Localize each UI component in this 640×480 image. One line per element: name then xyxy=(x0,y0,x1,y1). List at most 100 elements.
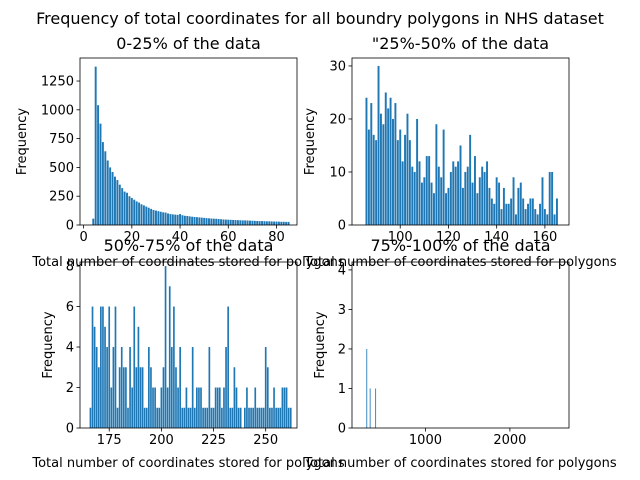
bar xyxy=(164,266,167,428)
bar xyxy=(206,407,209,428)
bar xyxy=(420,182,423,225)
bar xyxy=(222,219,225,225)
subplot-title: 0-25% of the data xyxy=(116,34,261,53)
bar xyxy=(246,220,249,225)
bar xyxy=(210,218,213,225)
bar xyxy=(483,171,486,225)
y-tick-label: 10 xyxy=(329,165,346,180)
bar xyxy=(214,387,217,428)
bar xyxy=(229,219,232,225)
bar xyxy=(154,210,157,225)
bar xyxy=(116,407,119,428)
bar xyxy=(370,103,373,225)
bar xyxy=(150,208,153,225)
y-tick-label: 0 xyxy=(66,422,74,437)
bar xyxy=(279,407,282,428)
bar xyxy=(507,203,510,225)
bar xyxy=(216,387,219,428)
bar xyxy=(97,105,100,225)
bar xyxy=(237,407,240,428)
bar xyxy=(106,160,109,225)
bar xyxy=(114,176,116,225)
bar xyxy=(534,209,537,225)
bar xyxy=(433,193,435,225)
bar xyxy=(253,220,256,225)
bar xyxy=(169,214,172,225)
bar xyxy=(514,214,517,225)
bar xyxy=(235,387,238,428)
bar xyxy=(147,207,150,225)
bar xyxy=(498,182,501,225)
bar xyxy=(490,198,493,225)
bar xyxy=(131,387,133,428)
bar xyxy=(287,221,290,225)
bar xyxy=(231,407,234,428)
bar xyxy=(196,387,198,428)
bar xyxy=(215,218,218,225)
bar xyxy=(452,161,455,225)
bar xyxy=(91,306,94,428)
bar xyxy=(129,347,131,428)
bar xyxy=(258,221,261,225)
bar xyxy=(270,221,273,225)
bar xyxy=(183,407,186,428)
bar xyxy=(244,220,247,225)
bar xyxy=(148,347,150,428)
bar xyxy=(375,140,378,225)
bar xyxy=(152,387,154,428)
bar xyxy=(418,161,421,225)
bar xyxy=(449,171,452,225)
axes-frame xyxy=(351,261,570,429)
bar xyxy=(275,407,277,428)
bar xyxy=(118,184,121,225)
bar xyxy=(200,217,203,225)
x-tick-label: 60 xyxy=(220,230,237,245)
bar xyxy=(204,407,207,428)
bar xyxy=(120,347,123,428)
axes-frame xyxy=(79,57,298,226)
bar xyxy=(187,407,190,428)
bar xyxy=(517,187,520,225)
bar xyxy=(466,166,469,225)
bar xyxy=(435,124,438,225)
bar xyxy=(283,387,286,428)
bar xyxy=(99,123,102,225)
y-tick-label: 1 xyxy=(338,382,346,397)
axes-frame xyxy=(351,57,570,226)
bar xyxy=(265,221,268,225)
bar xyxy=(100,306,102,428)
bar xyxy=(382,124,385,225)
bar xyxy=(262,407,265,428)
bar xyxy=(135,201,138,225)
bar xyxy=(249,220,251,225)
bar xyxy=(285,387,288,428)
bar xyxy=(133,306,136,428)
bar xyxy=(264,347,267,428)
y-axis-label: Frequency xyxy=(15,108,30,175)
axes-frame xyxy=(79,261,298,429)
bar xyxy=(531,198,534,225)
bar xyxy=(183,215,186,225)
bar xyxy=(425,156,428,225)
bar xyxy=(179,347,181,428)
bar xyxy=(191,216,194,225)
bar xyxy=(261,221,263,225)
bar xyxy=(234,220,237,225)
bar xyxy=(170,347,173,428)
bar xyxy=(263,221,266,225)
bar xyxy=(101,142,104,225)
y-tick-label: 0 xyxy=(66,219,74,234)
bar xyxy=(260,407,263,428)
bar xyxy=(281,387,284,428)
bar xyxy=(384,92,387,226)
bar xyxy=(553,214,556,225)
y-tick-label: 500 xyxy=(49,161,74,176)
x-tick-label: 160 xyxy=(532,230,557,245)
bar xyxy=(428,156,431,225)
bar xyxy=(372,134,375,225)
y-tick-label: 1000 xyxy=(41,103,74,118)
x-tick-label: 200 xyxy=(149,433,174,448)
bar xyxy=(104,326,106,428)
bar xyxy=(394,103,397,225)
bar xyxy=(543,209,546,225)
